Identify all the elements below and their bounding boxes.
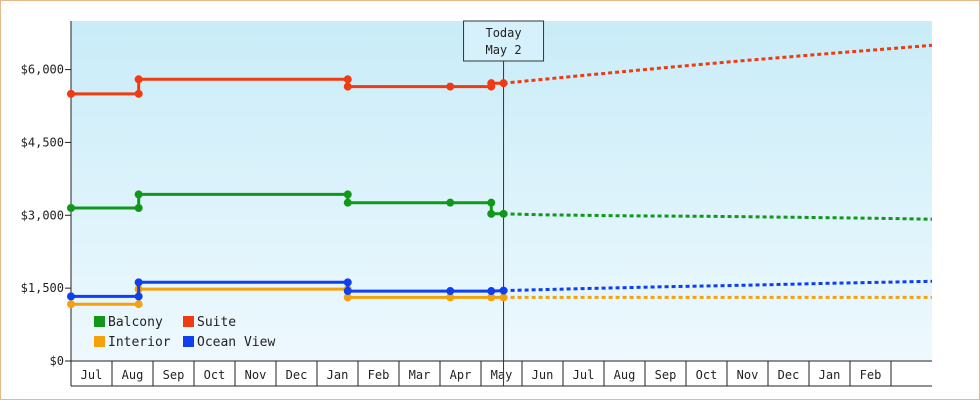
legend-label: Balcony — [108, 315, 163, 330]
today-marker: Today May 2 — [463, 20, 545, 386]
today-label-box — [463, 20, 545, 62]
x-tick-label: Oct — [204, 368, 226, 382]
today-label: Today — [485, 26, 521, 40]
suite-point — [446, 82, 455, 91]
y-tick-label: $1,500 — [21, 281, 64, 295]
ocean-view-forecast-line — [503, 279, 933, 293]
balcony-point — [446, 198, 455, 207]
ocean-view-point — [134, 278, 143, 287]
x-tick-label: Feb — [368, 368, 390, 382]
y-tick-label: $4,500 — [21, 135, 64, 149]
x-tick-label: Aug — [614, 368, 636, 382]
ocean-view-point — [343, 278, 352, 287]
x-tick-label: Jun — [532, 368, 554, 382]
balcony-point — [343, 190, 352, 199]
balcony-point — [343, 198, 352, 207]
interior-point — [446, 293, 455, 302]
interior-point — [499, 293, 508, 302]
axes: $0 $1,500 $3,000 $4,500 $6,000 Jul Aug Sep Oct No… — [21, 21, 932, 387]
x-tick-label: Jul — [573, 368, 595, 382]
x-tick-label: Nov — [737, 368, 759, 382]
ocean-view-point — [343, 287, 352, 296]
suite-forecast-line — [503, 43, 933, 85]
x-tick-label: Aug — [122, 368, 144, 382]
ocean-view-point — [67, 292, 75, 301]
x-tick-label: Nov — [245, 368, 267, 382]
balcony-point — [487, 198, 496, 207]
x-tick-label: Sep — [163, 368, 185, 382]
y-tick-label: $3,000 — [21, 208, 64, 222]
x-tick-label: Apr — [450, 368, 472, 382]
x-tick-label: May — [491, 368, 513, 382]
legend-swatch — [94, 336, 105, 347]
ocean-view-point — [134, 292, 143, 301]
y-tick-label: $0 — [50, 354, 64, 368]
x-tick-label: Sep — [655, 368, 677, 382]
legend-label: Ocean View — [197, 335, 275, 350]
interior-point — [487, 293, 496, 302]
legend-swatch — [94, 316, 105, 327]
legend-swatch — [183, 336, 194, 347]
balcony-point — [499, 209, 508, 218]
balcony-point — [487, 209, 496, 218]
balcony-point — [67, 204, 75, 212]
suite-point — [343, 82, 352, 91]
series-lines — [67, 43, 933, 309]
ocean-view-point — [446, 287, 455, 296]
y-tick-label: $6,000 — [21, 63, 64, 77]
x-tick-label: Jan — [819, 368, 841, 382]
interior-point — [134, 300, 143, 309]
x-tick-label: Feb — [860, 368, 882, 382]
ocean-view-point — [499, 286, 508, 295]
x-tick-label: Dec — [778, 368, 800, 382]
interior-point — [67, 300, 75, 309]
x-tick-label: Mar — [409, 368, 431, 382]
legend-label: Interior — [108, 335, 171, 350]
balcony-forecast-line — [503, 212, 933, 221]
plot-background — [71, 21, 932, 361]
interior-point — [343, 293, 352, 302]
x-tick-label: Jan — [327, 368, 349, 382]
ocean-view-point — [487, 287, 496, 296]
legend-swatch — [183, 316, 194, 327]
suite-point — [343, 75, 352, 84]
balcony-point — [134, 190, 143, 199]
balcony-point — [134, 204, 143, 212]
suite-point — [499, 79, 508, 88]
x-tick-label: Jul — [81, 368, 103, 382]
suite-point — [67, 89, 75, 98]
suite-point — [487, 79, 496, 88]
x-tick-label: Dec — [286, 368, 308, 382]
suite-point — [134, 89, 143, 98]
legend: Balcony Suite Interior Ocean View — [94, 315, 275, 350]
suite-point — [134, 75, 143, 84]
legend-label: Suite — [197, 315, 236, 330]
today-date: May 2 — [485, 43, 521, 57]
x-tick-label: Oct — [696, 368, 718, 382]
